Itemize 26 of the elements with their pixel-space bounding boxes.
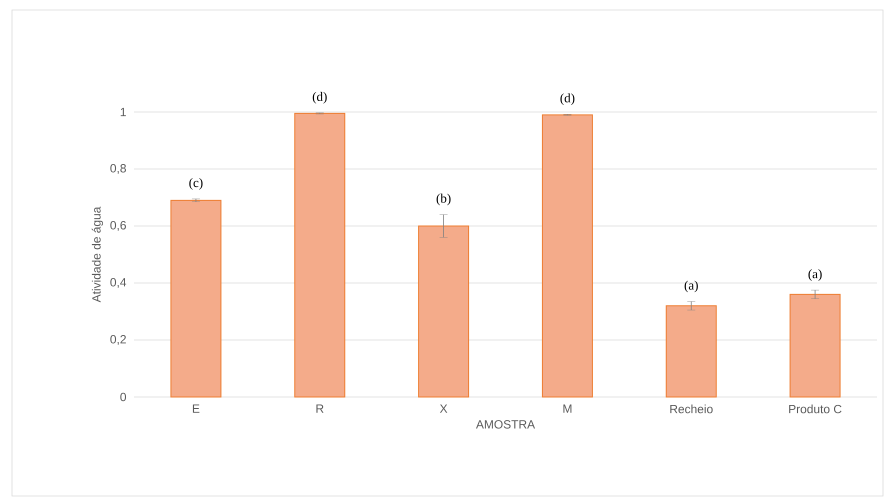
y-tick-label: 0,4 bbox=[110, 278, 126, 288]
bar bbox=[790, 294, 841, 398]
bar bbox=[294, 112, 346, 398]
annotation: (d) bbox=[560, 93, 574, 106]
bar bbox=[542, 114, 593, 398]
x-tick-label: Produto C bbox=[789, 404, 842, 414]
x-tick-label: Recheio bbox=[670, 404, 713, 414]
x-tick-label: R bbox=[316, 404, 324, 413]
bar bbox=[666, 305, 717, 398]
y-tick-label: 0 bbox=[120, 392, 126, 402]
x-tick-label: M bbox=[563, 404, 572, 413]
y-axis-title: Atividade de água bbox=[92, 206, 104, 302]
y-tick-label: 0,2 bbox=[110, 335, 126, 345]
annotation: (d) bbox=[312, 92, 327, 104]
x-axis-title: AMOSTRA bbox=[476, 420, 536, 429]
y-tick-label: 1 bbox=[120, 108, 126, 116]
annotation: (a) bbox=[684, 280, 698, 292]
y-tick-label: 0,6 bbox=[110, 221, 126, 231]
x-tick-label: E bbox=[192, 404, 200, 413]
bar bbox=[418, 225, 470, 398]
annotation: (c) bbox=[189, 178, 203, 190]
bar bbox=[170, 200, 222, 398]
annotation: (a) bbox=[808, 269, 822, 281]
x-tick-label: X bbox=[440, 404, 448, 413]
annotation: (b) bbox=[436, 194, 451, 206]
y-tick-label: 0,8 bbox=[110, 164, 126, 174]
